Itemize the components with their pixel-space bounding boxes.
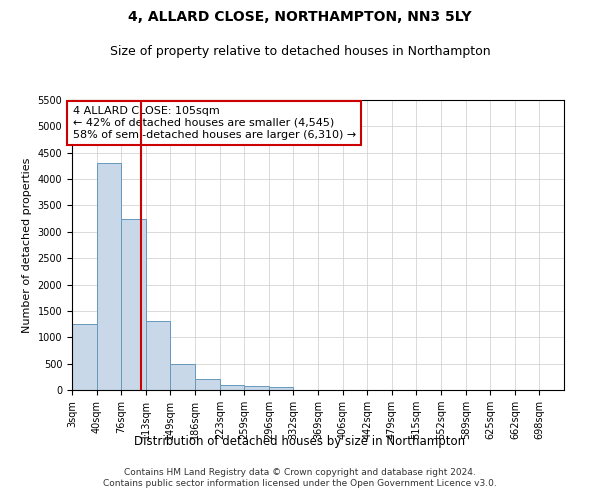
Bar xyxy=(72,324,97,390)
Text: Contains HM Land Registry data © Crown copyright and database right 2024.
Contai: Contains HM Land Registry data © Crown c… xyxy=(103,468,497,487)
Y-axis label: Number of detached properties: Number of detached properties xyxy=(22,158,32,332)
Bar xyxy=(195,380,220,390)
Bar xyxy=(220,384,244,390)
Bar xyxy=(97,164,121,390)
Text: 4 ALLARD CLOSE: 105sqm
← 42% of detached houses are smaller (4,545)
58% of semi-: 4 ALLARD CLOSE: 105sqm ← 42% of detached… xyxy=(73,106,356,140)
Text: Size of property relative to detached houses in Northampton: Size of property relative to detached ho… xyxy=(110,45,490,58)
Text: Distribution of detached houses by size in Northampton: Distribution of detached houses by size … xyxy=(134,435,466,448)
Bar xyxy=(269,387,293,390)
Bar xyxy=(170,364,195,390)
Bar xyxy=(146,322,170,390)
Bar xyxy=(244,386,269,390)
Bar xyxy=(121,218,146,390)
Text: 4, ALLARD CLOSE, NORTHAMPTON, NN3 5LY: 4, ALLARD CLOSE, NORTHAMPTON, NN3 5LY xyxy=(128,10,472,24)
